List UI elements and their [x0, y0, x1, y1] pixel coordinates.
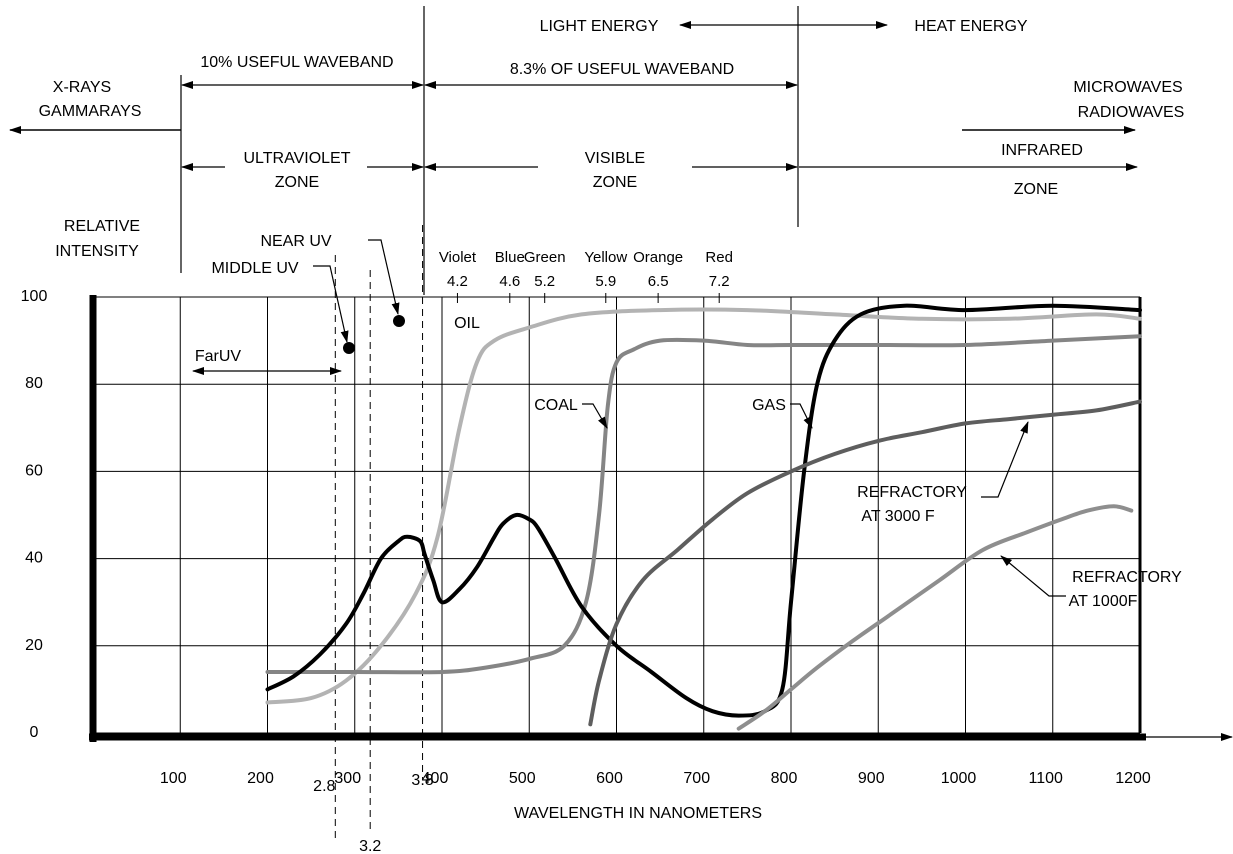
y-axis-title-line2: INTENSITY — [55, 243, 139, 260]
refractory1000-label: REFRACTORY — [1072, 569, 1182, 586]
x-tick-label: 800 — [771, 770, 798, 787]
color-name-label: Orange — [633, 249, 683, 266]
visible-label: VISIBLE — [585, 150, 645, 167]
x-tick-label: 400 — [422, 770, 449, 787]
y-tick-label: 100 — [21, 288, 48, 305]
gas-label: GAS — [752, 397, 786, 414]
color-value-label: 4.2 — [447, 273, 468, 290]
x-tick-label: 500 — [509, 770, 536, 787]
xrays-label: X-RAYS — [53, 79, 111, 96]
ultraviolet-label: ULTRAVIOLET — [244, 150, 351, 167]
color-value-label: 6.5 — [648, 273, 669, 290]
series-refractory-at-1000f — [736, 504, 1134, 731]
far-uv-label: FarUV — [195, 348, 242, 365]
gas-leader — [790, 403, 813, 429]
refractory3000-label: REFRACTORY — [857, 484, 967, 501]
near-uv-label: NEAR UV — [260, 233, 331, 250]
color-name-label: Violet — [439, 249, 477, 266]
series — [265, 303, 1142, 731]
middle-uv-leader — [313, 265, 349, 343]
y-ticks: 0 20 40 60 80 100 — [21, 288, 48, 741]
color-name-label: Yellow — [584, 249, 627, 266]
x-tick-label: 1100 — [1029, 770, 1064, 787]
color-name-label: Blue — [495, 249, 525, 266]
refractory3000-leader — [981, 421, 1029, 498]
infrared-zone-label: ZONE — [1014, 181, 1058, 198]
x-tick-label: 200 — [247, 770, 274, 787]
uv-mark-label: 2.8 — [313, 778, 335, 795]
series-oil — [265, 307, 1142, 705]
axes — [89, 295, 1233, 742]
color-value-label: 7.2 — [709, 273, 730, 290]
x-tick-label: 700 — [683, 770, 710, 787]
radiowaves-label: RADIOWAVES — [1078, 104, 1185, 121]
y-tick-label: 80 — [25, 375, 43, 392]
y-tick-label: 0 — [30, 724, 39, 741]
coal-leader — [582, 403, 608, 429]
x-axis-title: WAVELENGTH IN NANOMETERS — [514, 805, 762, 822]
y-tick-label: 20 — [25, 637, 43, 654]
y-tick-label: 60 — [25, 462, 43, 479]
x-tick-label: 1000 — [941, 770, 977, 787]
x-ticks: 100 200 300 400 500 600 700 800 900 1000 1100 1200 — [160, 770, 1151, 787]
oil-label: OIL — [454, 315, 480, 332]
x-tick-label: 1200 — [1115, 770, 1151, 787]
refractory1000-at-label: AT 1000F — [1069, 593, 1138, 610]
refractory3000-at-label: AT 3000 F — [861, 508, 934, 525]
x-tick-label: 600 — [596, 770, 623, 787]
infrared-label: INFRARED — [1001, 142, 1083, 159]
ultraviolet-zone-label: ZONE — [275, 174, 319, 191]
zone-lines — [9, 6, 1138, 375]
series-gas — [265, 303, 1142, 718]
middle-uv-label: MIDDLE UV — [211, 260, 298, 277]
near-uv-dot — [393, 315, 405, 327]
visible-zone-label: ZONE — [593, 174, 637, 191]
refractory1000-leader — [1000, 555, 1066, 597]
leaders — [313, 239, 1066, 597]
color-value-label: 5.2 — [534, 273, 555, 290]
x-tick-label: 900 — [858, 770, 885, 787]
percent-useful-label: 8.3% OF USEFUL WAVEBAND — [510, 61, 734, 78]
near-uv-leader — [368, 239, 400, 315]
color-name-label: Green — [524, 249, 566, 266]
labels: X-RAYS GAMMARAYS 10% USEFUL WAVEBAND LIG… — [39, 18, 1185, 822]
y-tick-label: 40 — [25, 550, 43, 567]
uv-mark-label: 3.2 — [359, 838, 381, 854]
uv-mark-label: 3.8 — [411, 772, 433, 789]
gammarays-label: GAMMARAYS — [39, 103, 142, 120]
microwaves-label: MICROWAVES — [1073, 79, 1182, 96]
x-tick-label: 300 — [334, 770, 361, 787]
x-tick-label: 100 — [160, 770, 187, 787]
heat-energy-label: HEAT ENERGY — [914, 18, 1028, 35]
y-axis-title-line1: RELATIVE — [64, 218, 140, 235]
color-name-label: Red — [705, 249, 733, 266]
color-value-label: 4.6 — [499, 273, 520, 290]
coal-label: COAL — [534, 397, 578, 414]
light-energy-label: LIGHT ENERGY — [540, 18, 659, 35]
uv-marks: 2.8 3.2 3.8 — [313, 772, 434, 854]
series-coal — [265, 334, 1142, 675]
series-refractory-at-3000-f — [588, 399, 1142, 727]
middle-uv-dot — [343, 342, 355, 354]
useful-waveband-label: 10% USEFUL WAVEBAND — [200, 54, 393, 71]
color-value-label: 5.9 — [595, 273, 616, 290]
